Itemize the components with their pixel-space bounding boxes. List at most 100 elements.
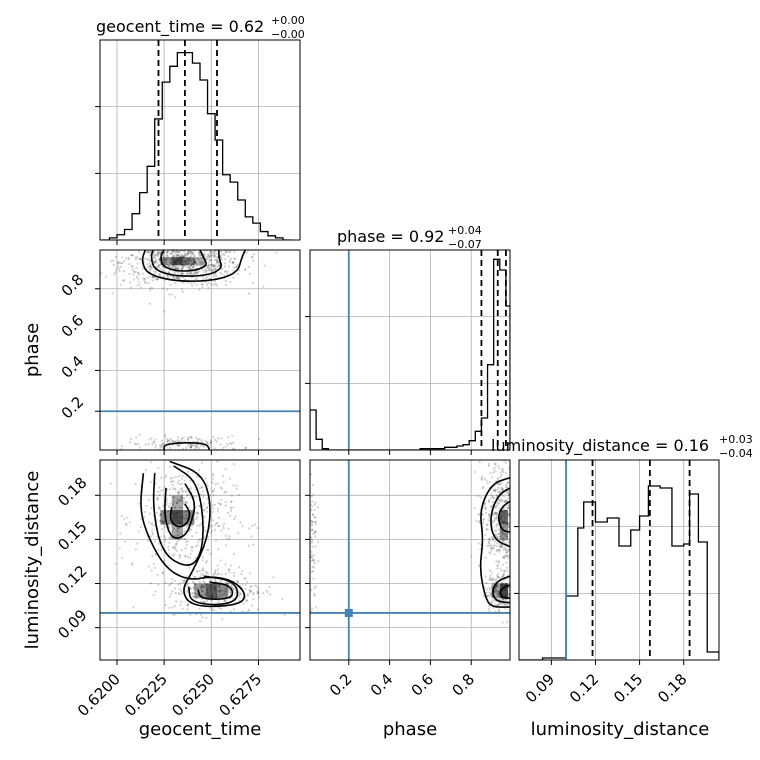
sample-point xyxy=(176,253,179,257)
sample-point xyxy=(173,272,176,275)
sample-point xyxy=(161,488,164,492)
sample-point xyxy=(501,532,504,535)
sample-point xyxy=(193,259,196,263)
sample-point xyxy=(195,277,198,280)
sample-point xyxy=(160,443,163,446)
sample-point xyxy=(246,592,250,596)
sample-point xyxy=(498,467,501,470)
sample-point xyxy=(314,530,317,534)
sample-point xyxy=(310,610,313,613)
sample-point xyxy=(199,493,202,496)
sample-point xyxy=(167,270,170,274)
sample-point xyxy=(168,293,171,296)
sample-point xyxy=(505,598,508,601)
sample-point xyxy=(156,253,159,256)
sample-point xyxy=(163,433,167,437)
sample-point xyxy=(511,527,513,529)
sample-point xyxy=(511,561,513,563)
sample-point xyxy=(236,581,239,584)
sample-point xyxy=(498,490,501,493)
sample-point xyxy=(119,265,122,269)
panel-frame xyxy=(518,459,720,661)
sample-point xyxy=(180,253,183,256)
sample-point xyxy=(172,547,175,550)
sample-point xyxy=(208,266,211,269)
sample-point xyxy=(513,558,515,560)
sample-point xyxy=(180,493,184,496)
sample-point xyxy=(217,524,220,527)
sample-point xyxy=(198,259,201,263)
sample-point xyxy=(160,445,163,448)
sample-point xyxy=(490,546,493,550)
sample-point xyxy=(181,506,184,509)
sample-point xyxy=(167,505,170,508)
sample-point xyxy=(220,245,222,247)
sample-point xyxy=(202,495,205,498)
sample-point xyxy=(188,233,190,235)
sample-point xyxy=(213,251,216,254)
panel-frame xyxy=(309,459,511,661)
contour-line xyxy=(197,581,234,601)
sample-point xyxy=(193,575,196,579)
sample-point xyxy=(197,446,200,450)
panel-frame xyxy=(309,249,511,451)
sample-point xyxy=(500,569,503,573)
sample-point xyxy=(484,511,488,514)
sample-point xyxy=(211,269,214,272)
sample-point xyxy=(219,437,223,440)
sample-point xyxy=(220,498,223,502)
sample-point xyxy=(311,545,314,548)
sample-point xyxy=(173,579,176,582)
sample-point xyxy=(202,493,205,496)
sample-point xyxy=(184,258,187,261)
sample-point xyxy=(184,265,187,268)
sample-point xyxy=(162,310,165,313)
sample-point xyxy=(314,606,318,609)
sample-point xyxy=(190,247,192,249)
sample-point xyxy=(219,443,222,446)
sample-point xyxy=(197,538,201,541)
sample-point xyxy=(494,590,498,593)
sample-point xyxy=(256,592,259,595)
sample-point xyxy=(495,512,499,515)
sample-point xyxy=(165,251,168,254)
sample-point xyxy=(159,251,162,255)
sample-point xyxy=(507,525,510,528)
sample-point xyxy=(176,267,179,270)
sample-point xyxy=(200,585,204,588)
sample-point xyxy=(181,265,185,268)
sample-point xyxy=(494,540,497,543)
sample-point xyxy=(512,495,514,497)
sample-point xyxy=(142,243,144,245)
sample-point xyxy=(263,264,267,267)
sample-point xyxy=(215,259,218,262)
sample-point xyxy=(210,607,214,610)
sample-point xyxy=(189,264,192,268)
title-geocent-time-lower: −0.00 xyxy=(271,28,305,41)
sample-point xyxy=(492,514,495,517)
sample-point xyxy=(201,440,204,443)
sample-point xyxy=(180,438,183,441)
sample-point xyxy=(216,568,220,571)
sample-point xyxy=(501,468,504,472)
sample-point xyxy=(194,272,197,275)
sample-point xyxy=(503,598,506,601)
sample-point xyxy=(312,570,315,573)
sample-point xyxy=(211,251,214,254)
sample-point xyxy=(488,594,491,597)
sample-point xyxy=(311,529,314,532)
sample-point xyxy=(504,603,507,606)
sample-point xyxy=(232,587,235,590)
sample-point xyxy=(219,593,222,596)
sample-point xyxy=(507,556,510,559)
sample-point xyxy=(201,616,204,619)
sample-point xyxy=(172,255,175,258)
sample-point xyxy=(495,525,498,528)
sample-point xyxy=(481,475,484,478)
sample-point xyxy=(137,280,140,283)
sample-point xyxy=(162,504,165,507)
sample-point xyxy=(159,519,162,522)
sample-point xyxy=(188,261,191,265)
sample-point xyxy=(497,532,500,535)
sample-point xyxy=(191,443,194,447)
